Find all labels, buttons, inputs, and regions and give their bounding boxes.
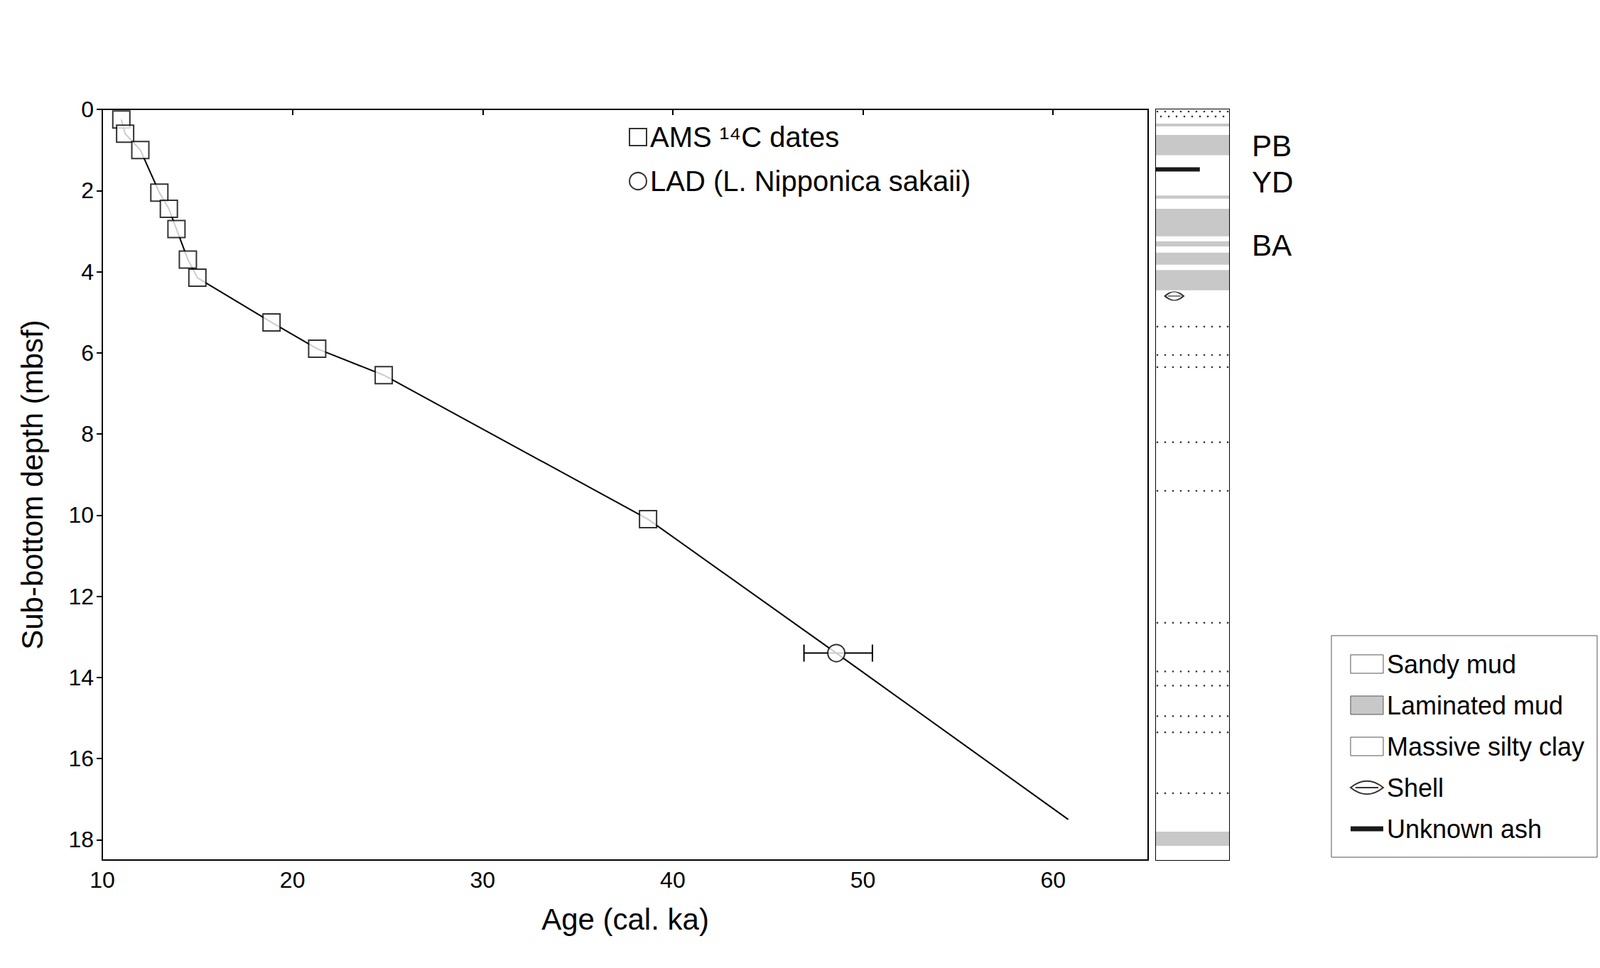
svg-text:Laminated mud: Laminated mud xyxy=(1386,691,1564,721)
svg-text:14: 14 xyxy=(68,665,94,691)
svg-text:Shell: Shell xyxy=(1386,773,1444,803)
svg-text:YD: YD xyxy=(1251,165,1294,199)
svg-text:AMS ¹⁴C dates: AMS ¹⁴C dates xyxy=(650,121,840,153)
svg-text:16: 16 xyxy=(68,746,94,772)
svg-text:2: 2 xyxy=(80,177,94,204)
svg-text:20: 20 xyxy=(279,867,306,894)
svg-text:50: 50 xyxy=(850,867,877,894)
svg-text:18: 18 xyxy=(68,826,94,853)
svg-text:8: 8 xyxy=(80,421,94,447)
svg-text:6: 6 xyxy=(80,340,94,366)
svg-text:30: 30 xyxy=(469,867,496,894)
svg-text:Massive silty clay: Massive silty clay xyxy=(1386,732,1585,762)
svg-text:12: 12 xyxy=(68,584,94,610)
svg-text:10: 10 xyxy=(68,502,94,528)
svg-text:LAD (L. Nipponica sakaii): LAD (L. Nipponica sakaii) xyxy=(650,165,971,197)
svg-text:PB: PB xyxy=(1251,129,1292,163)
svg-text:10: 10 xyxy=(89,867,116,894)
svg-text:4: 4 xyxy=(80,259,94,285)
svg-text:Unknown ash: Unknown ash xyxy=(1386,814,1542,845)
svg-text:60: 60 xyxy=(1040,867,1066,894)
svg-text:40: 40 xyxy=(660,867,686,894)
svg-text:BA: BA xyxy=(1251,228,1292,263)
svg-text:Sub-bottom depth (mbsf): Sub-bottom depth (mbsf) xyxy=(15,319,50,651)
svg-text:0: 0 xyxy=(80,96,94,123)
svg-text:Sandy mud: Sandy mud xyxy=(1386,650,1517,680)
svg-text:Age (cal. ka): Age (cal. ka) xyxy=(541,903,710,937)
